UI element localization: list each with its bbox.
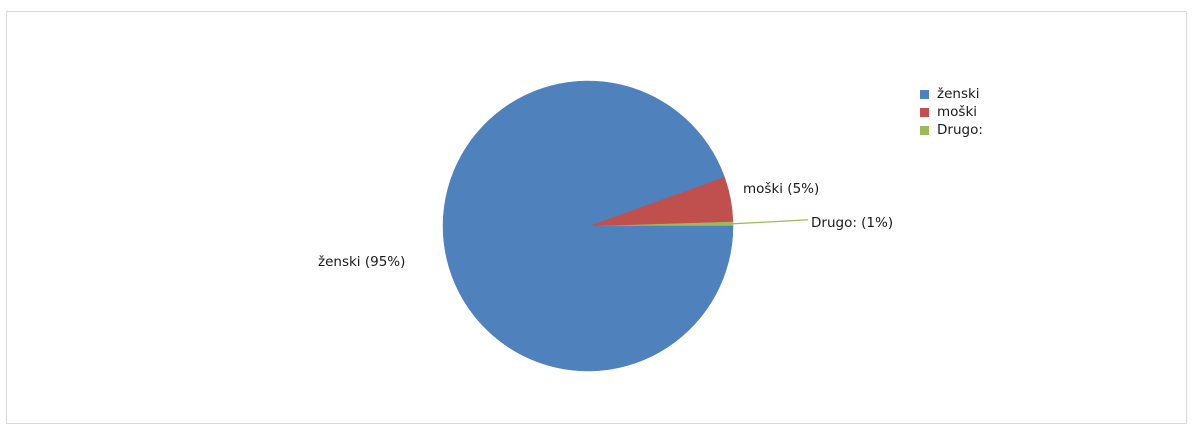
legend-swatch bbox=[920, 89, 929, 99]
legend-item-drugo: Drugo: bbox=[920, 121, 983, 139]
legend-label: moški bbox=[937, 104, 978, 120]
chart-legend: ženski moški Drugo: bbox=[920, 85, 983, 139]
slice-label-drugo: Drugo: (1%) bbox=[811, 215, 893, 231]
slice-label-zenski: ženski (95%) bbox=[318, 254, 405, 270]
legend-swatch bbox=[920, 107, 929, 117]
slice-zenski bbox=[442, 80, 734, 372]
legend-swatch bbox=[920, 125, 929, 135]
legend-label: Drugo: bbox=[937, 122, 983, 138]
legend-label: ženski bbox=[937, 86, 980, 102]
legend-item-zenski: ženski bbox=[920, 85, 983, 103]
slice-label-moski: moški (5%) bbox=[743, 181, 819, 197]
pie-leader-lines bbox=[732, 219, 809, 225]
leader-line-drugo bbox=[732, 219, 809, 225]
pie-slices bbox=[442, 80, 734, 372]
legend-item-moski: moški bbox=[920, 103, 983, 121]
